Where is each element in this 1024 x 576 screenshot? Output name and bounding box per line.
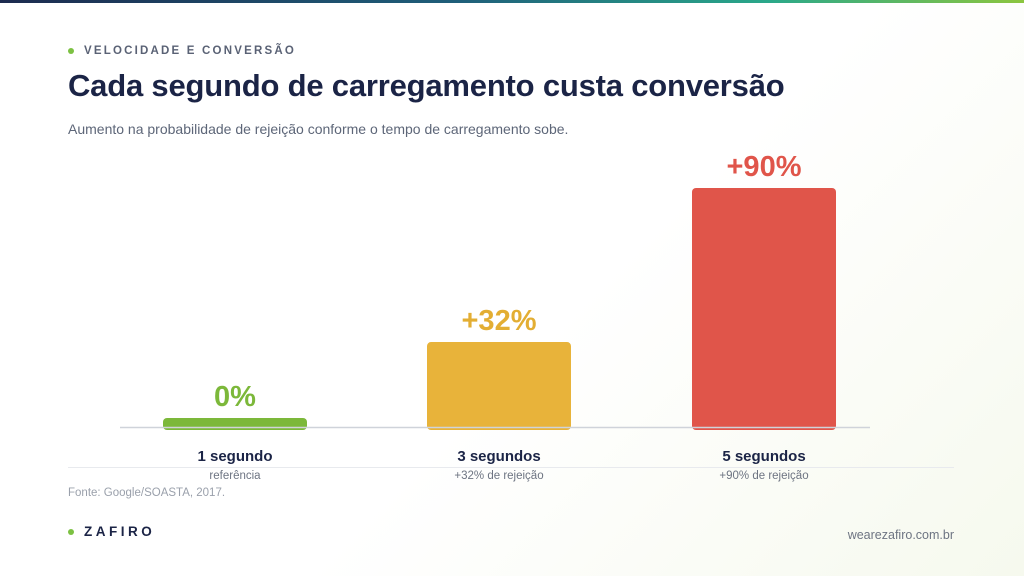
brand-logo: ZAFIRO	[84, 524, 156, 539]
bar-3	[692, 188, 836, 430]
category-label: 3 segundos	[457, 448, 540, 465]
bar-value-label: 0%	[214, 381, 256, 413]
eyebrow-label: VELOCIDADE E CONVERSÃO	[84, 45, 296, 57]
bullet-dot-icon	[68, 48, 74, 54]
footer-divider	[68, 467, 954, 468]
brand-dot-icon	[68, 528, 74, 535]
category-sublabel: +32% de rejeição	[454, 470, 543, 482]
eyebrow: VELOCIDADE E CONVERSÃO	[68, 43, 296, 59]
category-sublabel: +90% de rejeição	[719, 470, 808, 482]
bar-value-label: +90%	[727, 151, 802, 183]
page-subtitle: Aumento na probabilidade de rejeição con…	[68, 121, 569, 137]
top-accent-bar	[0, 0, 1024, 3]
category-label: 5 segundos	[722, 448, 805, 465]
category-sublabel: referência	[209, 470, 261, 482]
page-title: Cada segundo de carregamento custa conve…	[68, 68, 785, 103]
bar-value-label: +32%	[462, 305, 537, 337]
category-label: 1 segundo	[197, 448, 272, 465]
source-note: Fonte: Google/SOASTA, 2017.	[68, 487, 226, 499]
bar-2	[427, 342, 571, 430]
brand: ZAFIRO	[68, 524, 155, 539]
website-link[interactable]: wearezafiro.com.br	[847, 528, 954, 542]
